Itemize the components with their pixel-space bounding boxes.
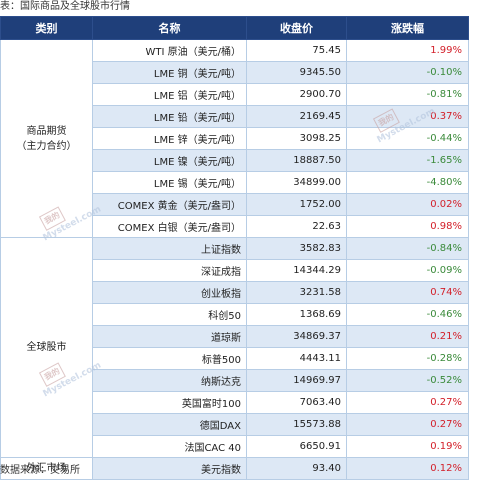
instrument-name: LME 铅（美元/吨） bbox=[92, 105, 247, 128]
category-label: 商品期货 bbox=[26, 125, 67, 137]
instrument-name: 德国DAX bbox=[92, 413, 247, 436]
close-price: 7063.40 bbox=[246, 391, 347, 414]
instrument-name: 道琼斯 bbox=[92, 325, 247, 348]
market-quotes-table: 类别 名称 收盘价 涨跌幅 商品期货 （主力合约） WTI 原油（美元/桶） 75.4… bbox=[0, 16, 469, 480]
instrument-name: COMEX 黄金（美元/盎司） bbox=[92, 193, 247, 216]
table-row: 外汇市场 美元指数 93.40 0.12% bbox=[0, 457, 469, 480]
close-price: 3231.58 bbox=[246, 281, 347, 304]
instrument-name: LME 镍（美元/吨） bbox=[92, 149, 247, 172]
instrument-name: LME 锡（美元/吨） bbox=[92, 171, 247, 194]
close-price: 3582.83 bbox=[246, 237, 347, 260]
instrument-name: 美元指数 bbox=[92, 457, 247, 480]
close-price: 93.40 bbox=[246, 457, 347, 480]
close-price: 1752.00 bbox=[246, 193, 347, 216]
close-price: 2900.70 bbox=[246, 83, 347, 106]
change-percent: -0.46% bbox=[346, 303, 469, 326]
table-row: 法国CAC 40 6650.91 0.19% bbox=[1, 435, 469, 458]
header-close: 收盘价 bbox=[246, 16, 347, 40]
instrument-name: LME 铝（美元/吨） bbox=[92, 83, 247, 106]
header-category: 类别 bbox=[0, 16, 93, 40]
instrument-name: 法国CAC 40 bbox=[92, 435, 247, 458]
close-price: 1368.69 bbox=[246, 303, 347, 326]
close-price: 9345.50 bbox=[246, 61, 347, 84]
table-row: LME 锌（美元/吨） 3098.25 -0.44% bbox=[1, 127, 469, 150]
change-percent: 0.98% bbox=[346, 215, 469, 238]
table-row: 全球股市 上证指数 3582.83 -0.84% bbox=[0, 237, 469, 458]
change-percent: -0.52% bbox=[346, 369, 469, 392]
table-row: 科创50 1368.69 -0.46% bbox=[1, 303, 469, 326]
close-price: 14969.97 bbox=[246, 369, 347, 392]
header-row: 类别 名称 收盘价 涨跌幅 bbox=[0, 16, 469, 40]
category-commodities: 商品期货 （主力合约） bbox=[0, 39, 93, 238]
change-percent: -0.10% bbox=[346, 61, 469, 84]
table-row: LME 铅（美元/吨） 2169.45 0.37% bbox=[1, 105, 469, 128]
close-price: 34869.37 bbox=[246, 325, 347, 348]
change-percent: 0.19% bbox=[346, 435, 469, 458]
change-percent: -0.09% bbox=[346, 259, 469, 282]
close-price: 18887.50 bbox=[246, 149, 347, 172]
instrument-name: 深证成指 bbox=[92, 259, 247, 282]
instrument-name: 科创50 bbox=[92, 303, 247, 326]
change-percent: 0.37% bbox=[346, 105, 469, 128]
data-source-note: 数据来源：交易所 bbox=[0, 465, 80, 476]
close-price: 3098.25 bbox=[246, 127, 347, 150]
change-percent: -0.81% bbox=[346, 83, 469, 106]
category-equities: 全球股市 bbox=[0, 237, 93, 458]
change-percent: -0.44% bbox=[346, 127, 469, 150]
instrument-name: 上证指数 bbox=[92, 237, 247, 260]
change-percent: -0.28% bbox=[346, 347, 469, 370]
change-percent: 0.27% bbox=[346, 413, 469, 436]
close-price: 34899.00 bbox=[246, 171, 347, 194]
table-row: COMEX 白银（美元/盎司） 22.63 0.98% bbox=[1, 215, 469, 238]
category-forex: 外汇市场 bbox=[0, 457, 93, 480]
table-row: 商品期货 （主力合约） WTI 原油（美元/桶） 75.45 1.99% bbox=[0, 39, 469, 238]
instrument-name: 标普500 bbox=[92, 347, 247, 370]
table-row: COMEX 黄金（美元/盎司） 1752.00 0.02% bbox=[1, 193, 469, 216]
change-percent: 0.12% bbox=[346, 457, 469, 480]
close-price: 75.45 bbox=[246, 39, 347, 62]
instrument-name: 创业板指 bbox=[92, 281, 247, 304]
instrument-name: 纳斯达克 bbox=[92, 369, 247, 392]
close-price: 14344.29 bbox=[246, 259, 347, 282]
instrument-name: LME 锌（美元/吨） bbox=[92, 127, 247, 150]
table-row: 德国DAX 15573.88 0.27% bbox=[1, 413, 469, 436]
instrument-name: COMEX 白银（美元/盎司） bbox=[92, 215, 247, 238]
table-row: 创业板指 3231.58 0.74% bbox=[1, 281, 469, 304]
change-percent: 0.02% bbox=[346, 193, 469, 216]
table-caption: 表：国际商品及全球股市行情 bbox=[0, 1, 130, 12]
close-price: 22.63 bbox=[246, 215, 347, 238]
change-percent: 1.99% bbox=[346, 39, 469, 62]
category-sublabel: （主力合约） bbox=[16, 140, 77, 152]
table-row: LME 镍（美元/吨） 18887.50 -1.65% bbox=[1, 149, 469, 172]
change-percent: 0.27% bbox=[346, 391, 469, 414]
header-name: 名称 bbox=[92, 16, 247, 40]
header-change: 涨跌幅 bbox=[346, 16, 469, 40]
change-percent: -4.80% bbox=[346, 171, 469, 194]
change-percent: 0.21% bbox=[346, 325, 469, 348]
change-percent: -0.84% bbox=[346, 237, 469, 260]
change-percent: -1.65% bbox=[346, 149, 469, 172]
table-row: 英国富时100 7063.40 0.27% bbox=[1, 391, 469, 414]
close-price: 4443.11 bbox=[246, 347, 347, 370]
close-price: 2169.45 bbox=[246, 105, 347, 128]
instrument-name: LME 铜（美元/吨） bbox=[92, 61, 247, 84]
close-price: 15573.88 bbox=[246, 413, 347, 436]
instrument-name: WTI 原油（美元/桶） bbox=[92, 39, 247, 62]
close-price: 6650.91 bbox=[246, 435, 347, 458]
change-percent: 0.74% bbox=[346, 281, 469, 304]
instrument-name: 英国富时100 bbox=[92, 391, 247, 414]
